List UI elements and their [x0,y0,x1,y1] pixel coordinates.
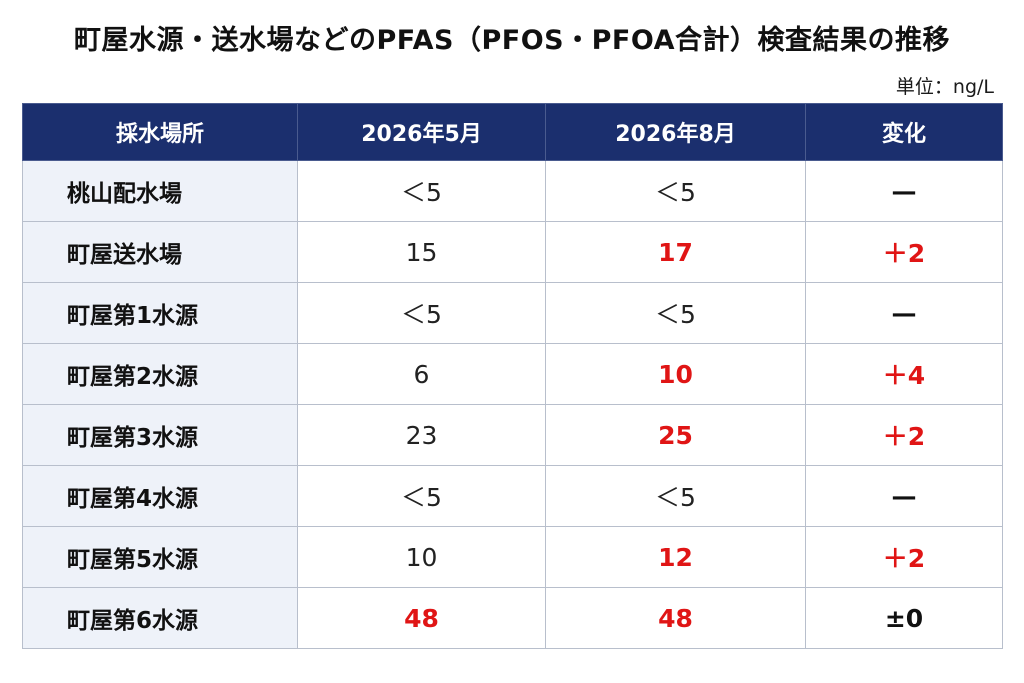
site-name: 町屋第1水源 [22,282,298,344]
table-row: 町屋第6水源 48 48 ±0 [22,587,1003,649]
change-value: ±0 [805,587,1003,649]
header-change: 変化 [805,103,1003,161]
aug-value: ＜5 [545,465,806,527]
may-value: 6 [297,343,546,405]
change-value: ＋2 [805,526,1003,588]
aug-value: 12 [545,526,806,588]
aug-value: ＜5 [545,282,806,344]
may-value: 15 [297,221,546,283]
header-sampling-site: 採水場所 [22,103,298,161]
table-row: 町屋第4水源 ＜5 ＜5 — [22,465,1003,527]
table-row: 町屋第5水源 10 12 ＋2 [22,526,1003,588]
table-row: 桃山配水場 ＜5 ＜5 — [22,160,1003,222]
site-name: 町屋第2水源 [22,343,298,405]
may-value: 48 [297,587,546,649]
change-value: — [805,282,1003,344]
site-name: 町屋第4水源 [22,465,298,527]
site-name: 町屋第5水源 [22,526,298,588]
site-name: 桃山配水場 [22,160,298,222]
may-value: 23 [297,404,546,466]
change-value: — [805,465,1003,527]
table-row: 町屋第3水源 23 25 ＋2 [22,404,1003,466]
table-row: 町屋送水場 15 17 ＋2 [22,221,1003,283]
table-header-row: 採水場所 2026年5月 2026年8月 変化 [22,103,1003,161]
aug-value: 10 [545,343,806,405]
may-value: ＜5 [297,282,546,344]
may-value: ＜5 [297,160,546,222]
change-value: ＋2 [805,221,1003,283]
may-value: 10 [297,526,546,588]
change-value: ＋2 [805,404,1003,466]
site-name: 町屋第3水源 [22,404,298,466]
aug-value: 48 [545,587,806,649]
table-row: 町屋第2水源 6 10 ＋4 [22,343,1003,405]
header-aug-2026: 2026年8月 [545,103,806,161]
unit-label: 単位：ng/L [895,76,994,98]
aug-value: ＜5 [545,160,806,222]
change-value: — [805,160,1003,222]
table-row: 町屋第1水源 ＜5 ＜5 — [22,282,1003,344]
aug-value: 17 [545,221,806,283]
site-name: 町屋送水場 [22,221,298,283]
aug-value: 25 [545,404,806,466]
header-may-2026: 2026年5月 [297,103,546,161]
pfas-results-table: 採水場所 2026年5月 2026年8月 変化 桃山配水場 ＜5 ＜5 — 町屋… [22,103,1003,649]
may-value: ＜5 [297,465,546,527]
page-title: 町屋水源・送水場などのPFAS（PFOS・PFOA合計）検査結果の推移 [74,25,950,56]
site-name: 町屋第6水源 [22,587,298,649]
change-value: ＋4 [805,343,1003,405]
